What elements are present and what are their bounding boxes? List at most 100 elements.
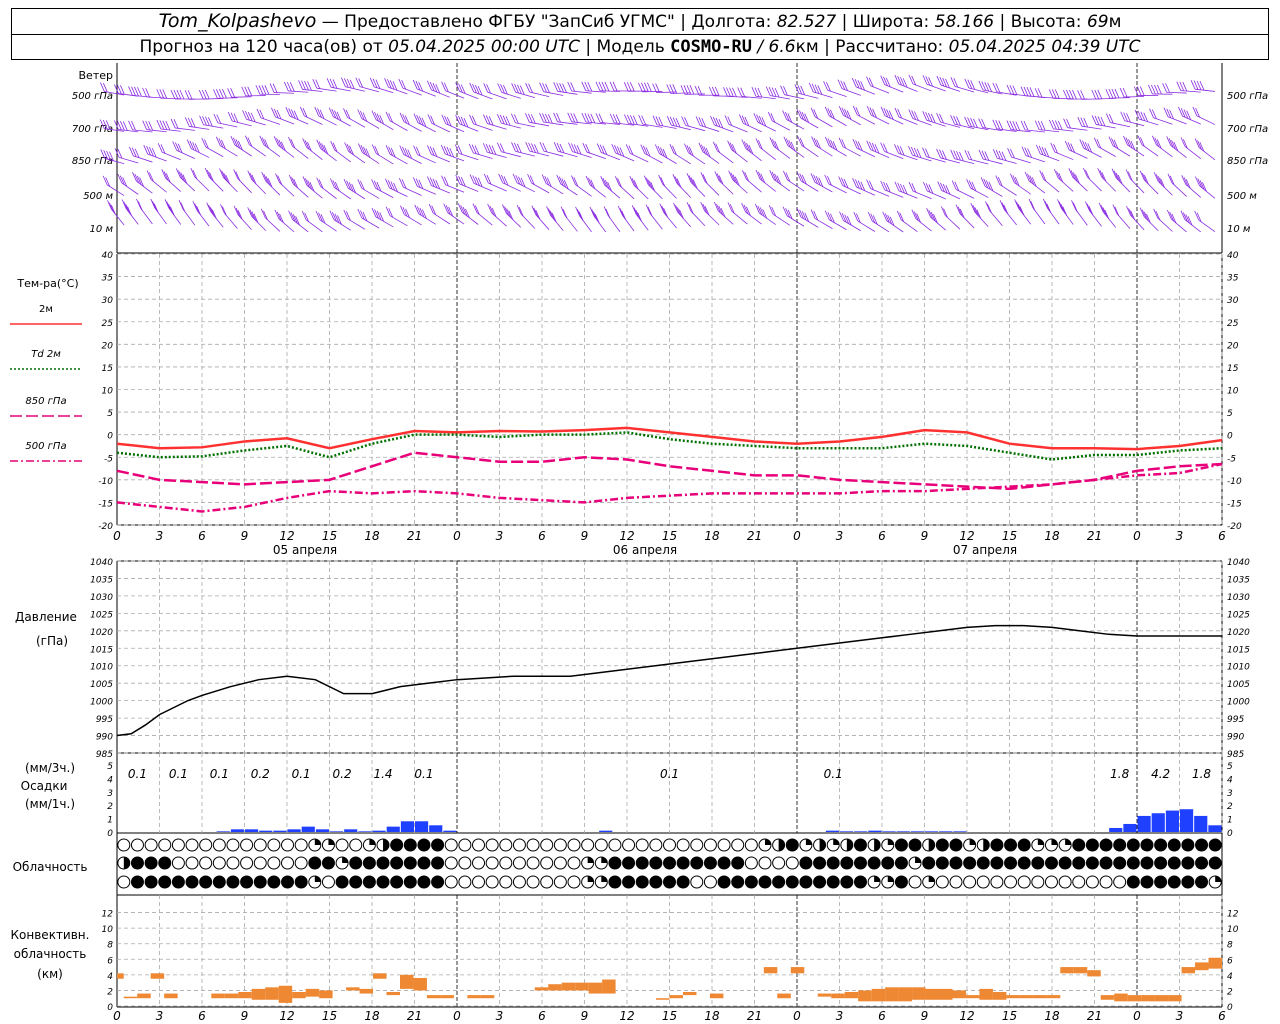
cloud-symbol [1031,838,1045,852]
cloud-circle [813,856,827,870]
wind-barb-feather [621,210,627,221]
cloud-circle [990,856,1004,870]
wind-barb [1139,207,1159,232]
cloud-symbol [799,856,813,870]
wind-barb-feather [161,169,167,179]
wind-barb [672,174,692,198]
wind-barb-feather [797,136,803,146]
wind-barb-feather [321,143,326,153]
wind-barb-feather [1141,209,1147,219]
wind-barb-staff [334,149,351,163]
hour-tick-label: 12 [959,529,974,543]
wind-barb-feather [468,143,474,154]
wind-barb [483,173,507,192]
conv-bar [292,991,306,999]
wind-barb-feather [119,175,125,185]
cloud-circle [1126,838,1140,852]
cloud-circle [594,838,608,852]
wind-barb-feather [441,81,446,91]
wind-barb-feather [421,117,427,127]
wind-barb-feather [427,145,432,155]
wind-barb-feather [259,135,265,145]
wind-barb-feather [371,179,376,189]
cloud-symbol [553,838,567,852]
wind-barb [937,181,961,200]
wind-barb-feather [741,139,747,149]
wind-barb [192,201,210,227]
wind-barb-feather [1049,119,1054,130]
wind-barb-feather [469,114,474,124]
wind-barb [1134,109,1159,126]
cloud-circle [349,875,363,889]
cloud-symbol [212,838,226,852]
wind-barb-feather [1195,108,1200,118]
wind-barb-feather [222,206,227,216]
wind-barb-staff [104,128,125,132]
wind-barb-feather [591,209,597,219]
cloud-symbol [349,838,363,852]
wind-barb [686,202,706,227]
wind-barb-feather [457,145,463,155]
wind-barb-staff [417,186,436,195]
wind-barb-feather [210,207,215,217]
wind-barb-feather [443,203,449,213]
wind-barb [385,144,408,165]
wind-level-label-right: 500 м [1227,191,1257,202]
wind-barb-feather [602,178,608,188]
wind-barb-feather [219,168,224,178]
wind-barb-feather [105,177,111,187]
wind-barb-feather [498,173,504,183]
wind-barb-feather [1166,136,1172,146]
cloud-symbol [663,838,676,852]
wind-barb-staff [348,151,366,164]
wind-barb-feather [247,86,253,96]
cloud-symbol [267,875,281,889]
wind-barb [399,178,422,196]
wind-barb-feather [264,139,270,149]
wind-barb-feather [814,84,820,94]
wind-barb-staff [1011,156,1031,164]
wind-barb-feather [503,85,508,95]
cloud-symbol [1004,838,1018,852]
calc-time: 05.04.2025 04:39 UTC [948,37,1141,57]
cloud-circle [1044,875,1058,889]
wind-barb-staff [1166,91,1187,94]
wind-barb-staff [589,184,606,198]
cloud-half [123,857,130,869]
cloud-circle [635,838,649,852]
wind-barb-feather [189,140,195,151]
wind-barb-feather [1064,140,1070,151]
wind-barb-feather [757,87,763,98]
wind-barb-feather [729,142,735,152]
wind-barb-feather [674,176,680,186]
wind-barb-staff [1069,149,1088,159]
wind-barb [455,82,479,100]
wind-barb-feather [726,87,731,97]
wind-barb [624,114,649,127]
conv-bar [1195,962,1209,971]
wind-barb-feather [600,176,606,186]
cloud-circle [785,875,799,889]
wind-barb-staff [1112,145,1131,157]
wind-barb-feather [741,202,746,213]
wind-barb [1180,210,1201,233]
cloud-circle [922,856,936,870]
conv-bar [265,987,279,1000]
wind-barb-feather [404,115,410,125]
cloud-circle [1208,856,1222,870]
cloud-symbol [1099,856,1113,870]
hour-tick-label-bottom: 0 [113,1009,121,1023]
wind-barb-feather [928,112,933,123]
wind-barb-feather [813,137,819,148]
conv-bar [575,982,589,991]
wind-barb-feather [251,174,257,185]
wind-barb [851,77,876,95]
precip-tick-left: 0 [107,829,113,839]
wind-barb-feather [145,120,151,131]
wind-barb-staff [1153,117,1173,125]
wind-barb-staff [319,219,337,232]
cloud-circle [485,856,499,870]
wind-barb-feather [995,175,1001,185]
wind-barb [143,145,167,162]
wind-barb-feather [384,78,389,88]
